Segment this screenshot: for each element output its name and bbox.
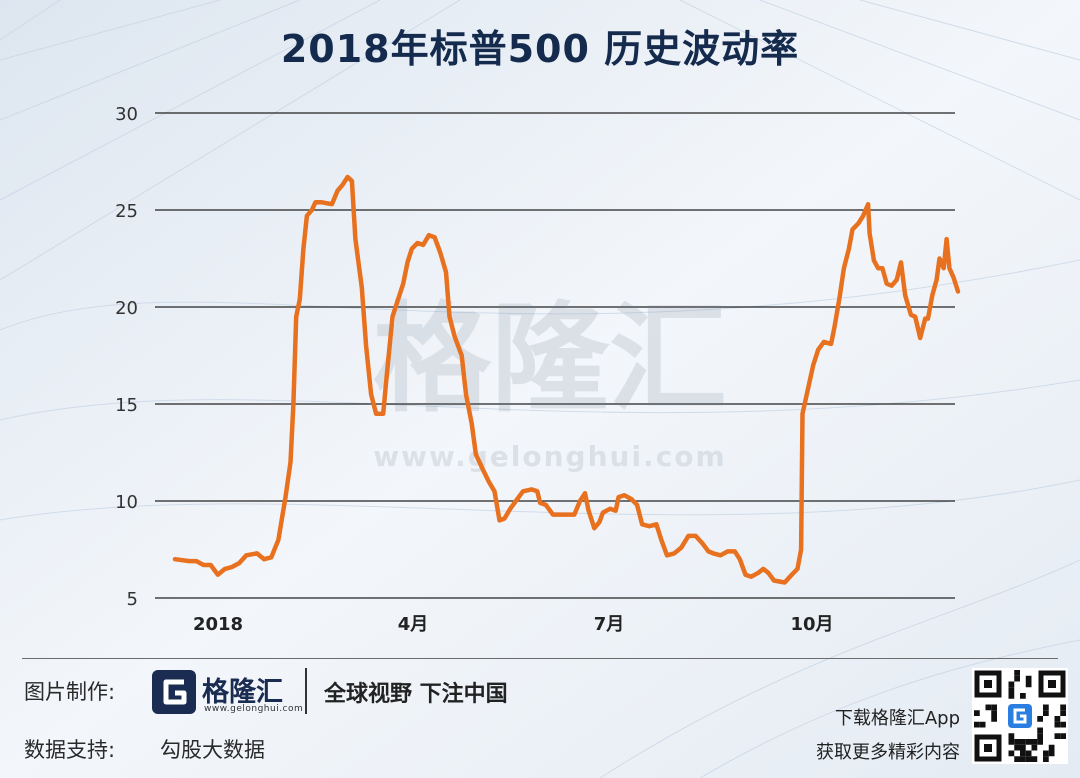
watermark-url: www.gelonghui.com: [373, 440, 726, 473]
y-tick-label: 30: [115, 104, 138, 125]
grid-lines: [155, 112, 955, 599]
made-by-label: 图片制作:: [24, 680, 116, 704]
watermark: 格隆汇 www.gelonghui.com: [373, 290, 727, 473]
footer-divider: [22, 658, 1058, 659]
download-app-text: 下载格隆汇App: [834, 708, 960, 729]
more-content-text: 获取更多精彩内容: [816, 742, 960, 763]
y-tick-label: 20: [115, 298, 138, 319]
y-tick-label: 25: [115, 201, 138, 222]
x-tick-labels: 2018 4月 7月 10月: [193, 614, 834, 635]
x-tick-label: 2018: [193, 614, 243, 635]
brand-name: 格隆汇: [202, 677, 283, 708]
series-line: [172, 174, 961, 585]
data-source-name: 勾股大数据: [160, 738, 265, 762]
brand-logo-icon: [152, 670, 196, 714]
qr-code-icon[interactable]: [972, 668, 1068, 764]
y-tick-label: 15: [115, 395, 138, 416]
volatility-chart: 5 10 15 20 25 30 2018 4月 7月 10月 格隆汇 www.gelonghu…: [115, 104, 961, 635]
y-tick-label: 5: [127, 589, 138, 610]
slogan: 全球视野 下注中国: [324, 682, 508, 707]
watermark-name: 格隆汇: [373, 290, 727, 428]
y-tick-labels: 5 10 15 20 25 30: [115, 104, 138, 610]
x-tick-label: 4月: [398, 614, 429, 635]
x-tick-label: 10月: [790, 614, 833, 635]
x-tick-label: 7月: [594, 614, 625, 635]
y-tick-label: 10: [115, 492, 138, 513]
chart-title: 2018年标普500 历史波动率: [280, 27, 800, 71]
footer-separator: [305, 668, 307, 714]
data-source-label: 数据支持:: [24, 738, 116, 762]
brand-url: www.gelonghui.com: [204, 704, 304, 714]
